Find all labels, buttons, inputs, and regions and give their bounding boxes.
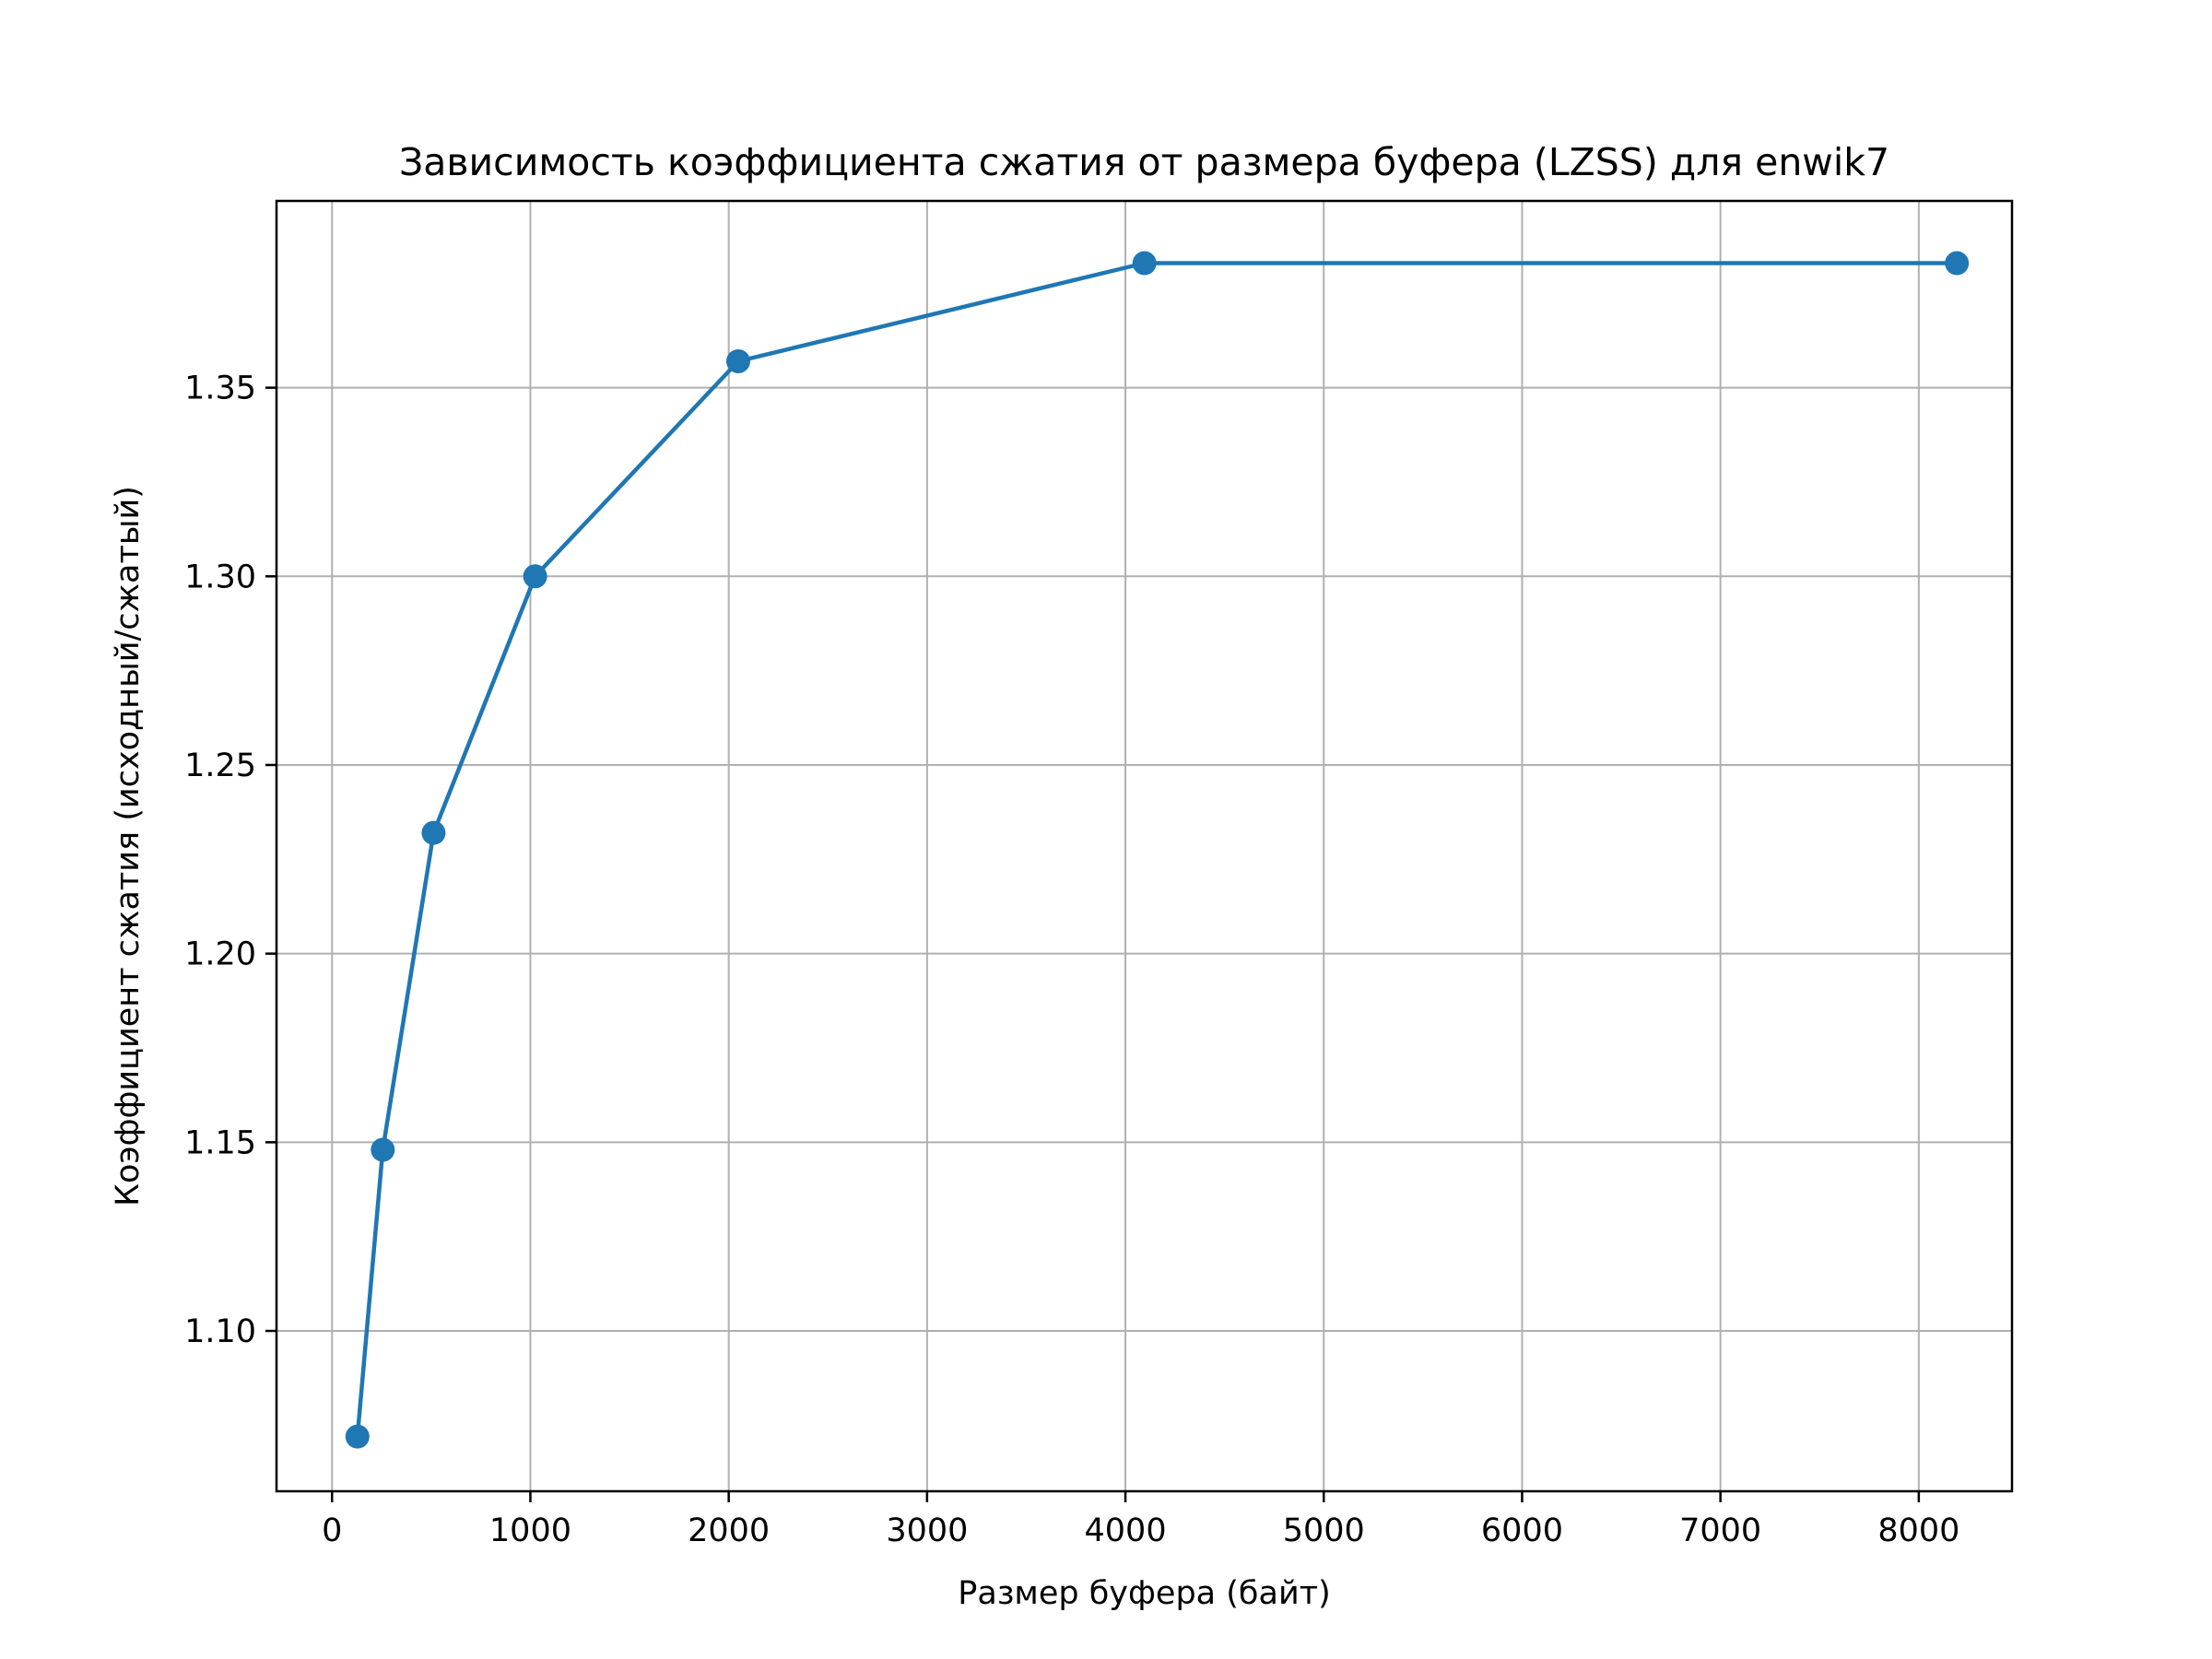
ticks: 0 1000 2000 3000 4000 5000 6000 7000 8000 1.10 1.1…: [184, 371, 1959, 1549]
x-axis-label: Размер буфера (байт): [958, 1575, 1330, 1612]
grid: [276, 201, 2012, 1491]
x-tick-label: 7000: [1679, 1512, 1761, 1549]
x-tick-label: 4000: [1085, 1512, 1167, 1549]
data-point: [1945, 251, 1970, 276]
y-axis-label: Коэффициент сжатия (исходный/сжатый): [110, 486, 147, 1206]
y-tick-label: 1.25: [184, 747, 256, 784]
x-tick-label: 2000: [688, 1512, 770, 1549]
y-tick-label: 1.15: [184, 1124, 256, 1161]
x-tick-label: 8000: [1877, 1512, 1959, 1549]
y-tick-label: 1.20: [184, 936, 256, 973]
data-point: [1132, 251, 1157, 276]
y-tick-label: 1.10: [184, 1313, 256, 1350]
x-tick-label: 3000: [886, 1512, 968, 1549]
data-point: [345, 1424, 370, 1449]
y-tick-label: 1.30: [184, 559, 256, 595]
data-point: [421, 820, 446, 845]
x-tick-label: 6000: [1481, 1512, 1563, 1549]
y-tick-label: 1.35: [184, 371, 256, 407]
x-tick-label: 5000: [1283, 1512, 1365, 1549]
plot-frame: [275, 199, 2014, 1493]
data-point: [523, 564, 547, 589]
data-point: [725, 348, 750, 373]
series-layer: [345, 251, 1970, 1449]
x-tick-label: 1000: [489, 1512, 571, 1549]
chart-title: Зависимость коэффициента сжатия от разме…: [399, 140, 1889, 184]
x-tick-label: 0: [322, 1512, 342, 1549]
data-point: [371, 1137, 395, 1162]
